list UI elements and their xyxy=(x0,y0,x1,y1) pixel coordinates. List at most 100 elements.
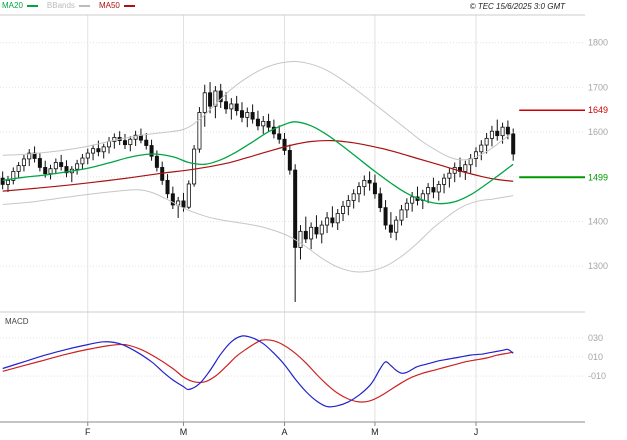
candle xyxy=(229,98,234,120)
legend-label: BBands xyxy=(46,1,75,10)
price-tick-label: 1700 xyxy=(588,82,608,92)
candle-body xyxy=(447,172,452,179)
candle-body xyxy=(372,182,377,195)
candle-body xyxy=(399,209,404,221)
candle xyxy=(415,186,420,206)
candle-body xyxy=(43,167,48,175)
candle xyxy=(298,225,303,260)
candle xyxy=(122,133,127,150)
ma50-line xyxy=(2,139,514,192)
candle-body xyxy=(489,130,494,139)
candle-body xyxy=(293,169,298,248)
candle-body xyxy=(133,134,138,140)
candle-body xyxy=(128,138,133,146)
candles-layer xyxy=(0,82,516,302)
candle-body xyxy=(261,120,266,127)
candle-body xyxy=(101,146,106,153)
candle-body xyxy=(170,193,175,206)
candle-body xyxy=(367,179,372,184)
month-label: F xyxy=(85,427,91,437)
panel-borders xyxy=(0,14,585,313)
legend-label: MA20 xyxy=(2,1,23,10)
candle-body xyxy=(186,183,191,208)
candle xyxy=(356,182,361,203)
price-tick-label: 1600 xyxy=(588,127,608,137)
candle-body xyxy=(473,151,478,159)
candle xyxy=(319,220,324,244)
candle-body xyxy=(351,193,356,201)
candle xyxy=(426,183,431,204)
candle xyxy=(335,208,340,230)
candle xyxy=(511,128,516,161)
candle xyxy=(458,157,463,178)
candle xyxy=(282,133,287,155)
candle xyxy=(346,195,351,216)
candle-body xyxy=(303,230,308,240)
candle xyxy=(394,216,399,241)
macd-tick-label: -010 xyxy=(588,371,606,381)
candle-body xyxy=(229,103,234,110)
candle xyxy=(489,125,494,147)
candle xyxy=(367,171,372,191)
candle xyxy=(436,180,441,201)
candle xyxy=(202,84,207,127)
price-tick-label: 1400 xyxy=(588,217,608,227)
candle-body xyxy=(356,186,361,195)
candle-body xyxy=(330,217,335,224)
candle xyxy=(314,215,319,239)
candle-body xyxy=(64,166,69,174)
candle-body xyxy=(250,112,255,120)
candle-body xyxy=(59,162,64,167)
legend-item-bbands: BBands xyxy=(47,1,90,11)
candle-body xyxy=(442,177,447,185)
month-label: M xyxy=(371,427,379,437)
candle-body xyxy=(388,224,393,233)
candle-body xyxy=(48,168,53,175)
candle-body xyxy=(5,179,10,185)
price-tick-label: 1800 xyxy=(588,38,608,48)
candle-body xyxy=(27,152,32,160)
level-label-1649: 1649 xyxy=(588,105,608,115)
candle xyxy=(107,137,112,154)
candle xyxy=(431,177,436,199)
candle-body xyxy=(463,164,468,172)
candle-body xyxy=(277,133,282,140)
candle xyxy=(239,102,244,123)
candle-body xyxy=(213,90,218,107)
candle xyxy=(27,149,32,167)
candle xyxy=(96,140,101,157)
gridlines xyxy=(0,15,585,422)
candle xyxy=(277,125,282,144)
chart-legend: MA20 BBands MA50 xyxy=(2,1,135,11)
candle-body xyxy=(53,162,58,170)
candle-body xyxy=(378,193,383,209)
candle xyxy=(452,162,457,183)
candle xyxy=(5,175,10,192)
candle-body xyxy=(266,120,271,128)
candle xyxy=(341,200,346,222)
candle xyxy=(11,167,16,185)
candle xyxy=(192,145,197,187)
candle-body xyxy=(341,205,346,214)
candle xyxy=(91,144,96,161)
candle-body xyxy=(335,213,340,224)
candle-body xyxy=(197,112,202,150)
candle xyxy=(16,162,21,178)
candle xyxy=(112,133,117,149)
bollinger-lower-line xyxy=(2,189,514,273)
candle-body xyxy=(112,137,117,142)
candle-body xyxy=(37,158,42,168)
candle-body xyxy=(85,152,90,159)
candle-body xyxy=(298,230,303,248)
candle-body xyxy=(239,110,244,118)
price-axis-labels: 180017001600150014001300 xyxy=(588,38,608,271)
candle xyxy=(80,154,85,170)
legend-dash-icon xyxy=(78,5,90,7)
candle xyxy=(85,148,90,165)
candle-body xyxy=(271,126,276,135)
candle xyxy=(101,143,106,159)
candle xyxy=(479,140,484,161)
candle-body xyxy=(165,179,170,195)
candle-body xyxy=(91,148,96,154)
